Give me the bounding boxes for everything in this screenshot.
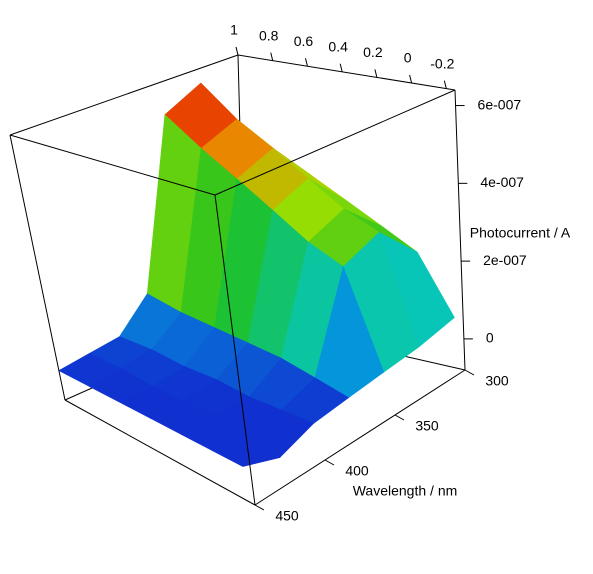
x-tick-label: 0.2 <box>363 44 383 60</box>
x-tick-label: 0 <box>404 50 412 66</box>
box-edge <box>64 399 256 506</box>
x-tick <box>304 58 308 67</box>
y-tick <box>254 504 265 511</box>
x-tick <box>270 52 274 61</box>
z-tick-label: 0 <box>486 330 494 346</box>
box-edge <box>254 369 466 506</box>
x-tick-label: 1 <box>230 22 238 38</box>
y-axis-label: Wavelength / nm <box>353 483 458 499</box>
z-axis-label: Photocurrent / A <box>470 225 571 241</box>
y-tick-label: 400 <box>345 463 369 479</box>
x-tick <box>374 69 378 78</box>
surface-patch <box>211 429 281 467</box>
y-tick-label: 350 <box>415 418 439 434</box>
x-tick-label: 0.8 <box>259 27 279 43</box>
y-tick-label: 300 <box>485 373 509 389</box>
x-tick <box>235 46 239 56</box>
x-tick-label: -0.2 <box>430 55 454 71</box>
x-tick-label: 0.6 <box>294 33 314 49</box>
box-edge <box>9 134 216 196</box>
y-tick <box>464 369 475 376</box>
box-edge <box>454 89 466 371</box>
x-tick <box>339 63 343 72</box>
y-tick-label: 450 <box>275 508 299 524</box>
box-edge <box>9 54 239 136</box>
y-tick <box>394 414 405 421</box>
x-tick <box>443 80 447 89</box>
y-tick <box>324 459 335 466</box>
z-tick-label: 6e-007 <box>478 96 522 112</box>
z-tick-label: 2e-007 <box>483 252 527 268</box>
z-tick-label: 4e-007 <box>480 174 524 190</box>
box-edge <box>214 194 256 506</box>
x-tick-label: 0.4 <box>328 39 348 55</box>
box-edge <box>214 89 456 196</box>
box-edge <box>237 54 456 91</box>
box-edge <box>9 134 66 401</box>
x-tick <box>409 74 413 84</box>
